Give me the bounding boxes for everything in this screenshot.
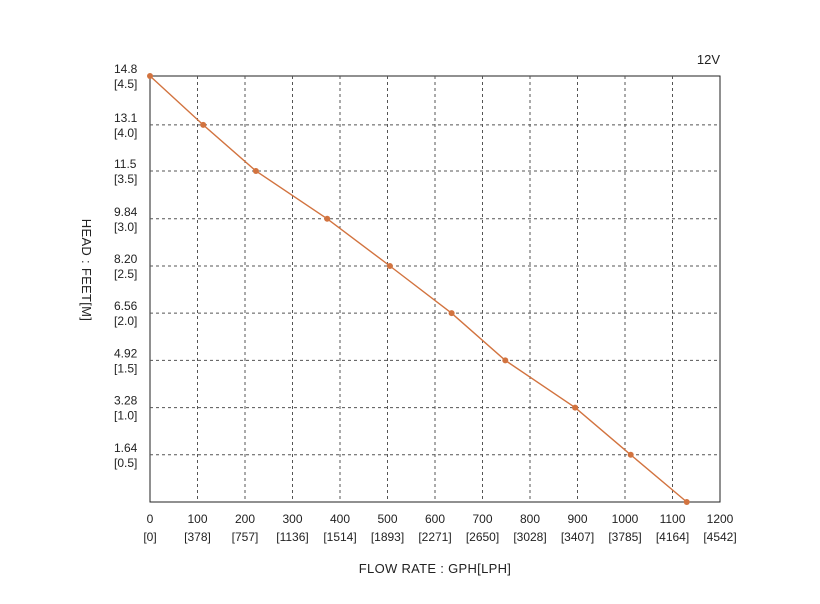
y-axis-title: HEAD : FEET[M] xyxy=(79,219,94,321)
data-point xyxy=(386,262,393,269)
y-tick-sublabel: [1.5] xyxy=(114,361,137,375)
x-tick-sublabel: [0] xyxy=(143,530,156,544)
x-tick-label: 100 xyxy=(187,512,207,526)
x-tick-label: 900 xyxy=(567,512,587,526)
series-line xyxy=(149,75,688,503)
x-tick-sublabel: [378] xyxy=(184,530,211,544)
x-tick-sublabel: [1136] xyxy=(276,530,308,544)
x-tick-label: 1100 xyxy=(660,512,686,526)
x-tick-sublabel: [3028] xyxy=(513,530,546,544)
data-point xyxy=(200,121,207,128)
y-tick-label: 1.64 xyxy=(114,441,138,455)
x-tick-label: 600 xyxy=(425,512,445,526)
y-tick-label: 14.8 xyxy=(114,62,138,76)
x-tick-sublabel: [757] xyxy=(232,530,259,544)
data-point xyxy=(147,73,153,79)
x-tick-labels: 0 [0] 100 [378] 200 [757] 300 [1136] 400 [1514] 50… xyxy=(143,512,736,544)
series-layer xyxy=(147,73,690,505)
x-tick-sublabel: [4164] xyxy=(656,530,689,544)
y-tick-label: 3.28 xyxy=(114,394,138,408)
y-tick-label: 8.20 xyxy=(114,252,138,266)
x-tick-label: 400 xyxy=(330,512,350,526)
x-axis-title: FLOW RATE : GPH[LPH] xyxy=(359,561,511,576)
y-tick-sublabel: [4.5] xyxy=(114,77,137,91)
y-tick-sublabel: [0.5] xyxy=(114,456,137,470)
x-tick-label: 0 xyxy=(147,512,154,526)
y-tick-sublabel: [3.5] xyxy=(114,172,137,186)
y-tick-sublabel: [2.5] xyxy=(114,267,137,281)
data-point xyxy=(324,215,331,222)
grid-lines xyxy=(150,76,720,502)
x-tick-label: 1000 xyxy=(612,512,639,526)
x-tick-label: 200 xyxy=(235,512,255,526)
x-tick-label: 700 xyxy=(472,512,492,526)
data-point xyxy=(627,451,634,458)
data-point xyxy=(683,499,690,505)
x-tick-label: 800 xyxy=(520,512,540,526)
data-point xyxy=(448,310,455,317)
x-tick-sublabel: [1514] xyxy=(323,530,356,544)
y-tick-sublabel: [4.0] xyxy=(114,126,137,140)
x-tick-label: 1200 xyxy=(707,512,734,526)
voltage-annotation: 12V xyxy=(697,52,720,67)
y-tick-sublabel: [1.0] xyxy=(114,409,137,423)
y-tick-label: 6.56 xyxy=(114,299,138,313)
x-tick-sublabel: [2271] xyxy=(418,530,451,544)
y-tick-sublabel: [2.0] xyxy=(114,314,137,328)
data-point xyxy=(252,167,259,174)
y-tick-label: 4.92 xyxy=(114,346,138,360)
x-tick-sublabel: [3785] xyxy=(608,530,641,544)
y-tick-sublabel: [3.0] xyxy=(114,220,137,234)
x-tick-label: 500 xyxy=(377,512,397,526)
x-tick-sublabel: [2650] xyxy=(466,530,499,544)
x-tick-label: 300 xyxy=(282,512,302,526)
data-point xyxy=(502,357,509,364)
x-tick-sublabel: [3407] xyxy=(561,530,594,544)
y-tick-label: 11.5 xyxy=(114,157,137,171)
data-point xyxy=(572,404,579,411)
y-tick-labels: 14.8[4.5] 13.1[4.0] 11.5[3.5] 9.84[3.0] 8.20… xyxy=(114,62,138,470)
x-tick-sublabel: [1893] xyxy=(371,530,404,544)
x-tick-sublabel: [4542] xyxy=(703,530,736,544)
y-tick-label: 13.1 xyxy=(114,111,138,125)
y-tick-label: 9.84 xyxy=(114,205,138,219)
